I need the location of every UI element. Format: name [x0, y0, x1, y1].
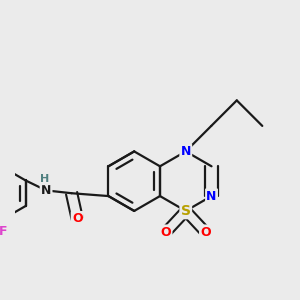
Text: N: N: [206, 190, 217, 202]
Text: N: N: [181, 145, 191, 158]
Text: N: N: [41, 184, 51, 197]
Text: O: O: [200, 226, 211, 239]
Text: S: S: [181, 204, 191, 218]
Text: O: O: [72, 212, 83, 225]
Text: H: H: [40, 174, 49, 184]
Text: F: F: [0, 225, 8, 238]
Text: O: O: [160, 226, 171, 239]
